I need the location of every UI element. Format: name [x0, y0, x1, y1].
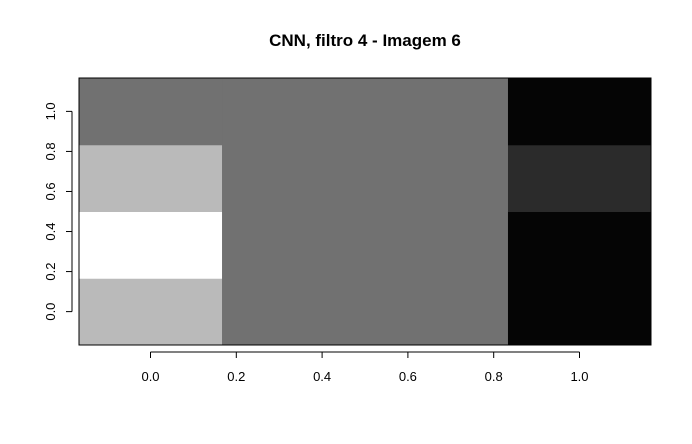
x-tick-label: 0.0 [141, 369, 159, 384]
chart-title: CNN, filtro 4 - Imagem 6 [269, 31, 461, 50]
y-tick-label: 0.0 [43, 303, 58, 321]
x-tick-label: 1.0 [570, 369, 588, 384]
y-tick-label: 0.8 [43, 142, 58, 160]
y-tick-label: 1.0 [43, 102, 58, 120]
heatmap-cell-3 [79, 78, 223, 146]
x-tick-label: 0.8 [485, 369, 503, 384]
heatmap-cell-0 [79, 278, 223, 346]
y-tick-label: 0.6 [43, 182, 58, 200]
heatmap-cell-2 [79, 144, 223, 212]
y-tick-label: 0.4 [43, 222, 58, 240]
y-tick-label: 0.2 [43, 263, 58, 281]
x-axis: 0.0 0.2 0.4 0.6 0.8 1.0 [141, 351, 589, 384]
y-axis: 0.0 0.2 0.4 0.6 0.8 1.0 [43, 102, 73, 321]
heatmap-cell-6 [507, 144, 652, 212]
x-tick-label: 0.2 [227, 369, 245, 384]
x-tick-label: 0.6 [399, 369, 417, 384]
heatmap-cells [79, 78, 652, 346]
x-tick-label: 0.4 [313, 369, 331, 384]
heatmap-cell-1 [79, 211, 223, 279]
heatmap-cell-7 [507, 78, 652, 146]
plot-frame [78, 77, 652, 346]
heatmap-cell-4 [222, 78, 509, 346]
heatmap-cell-5 [507, 211, 652, 346]
